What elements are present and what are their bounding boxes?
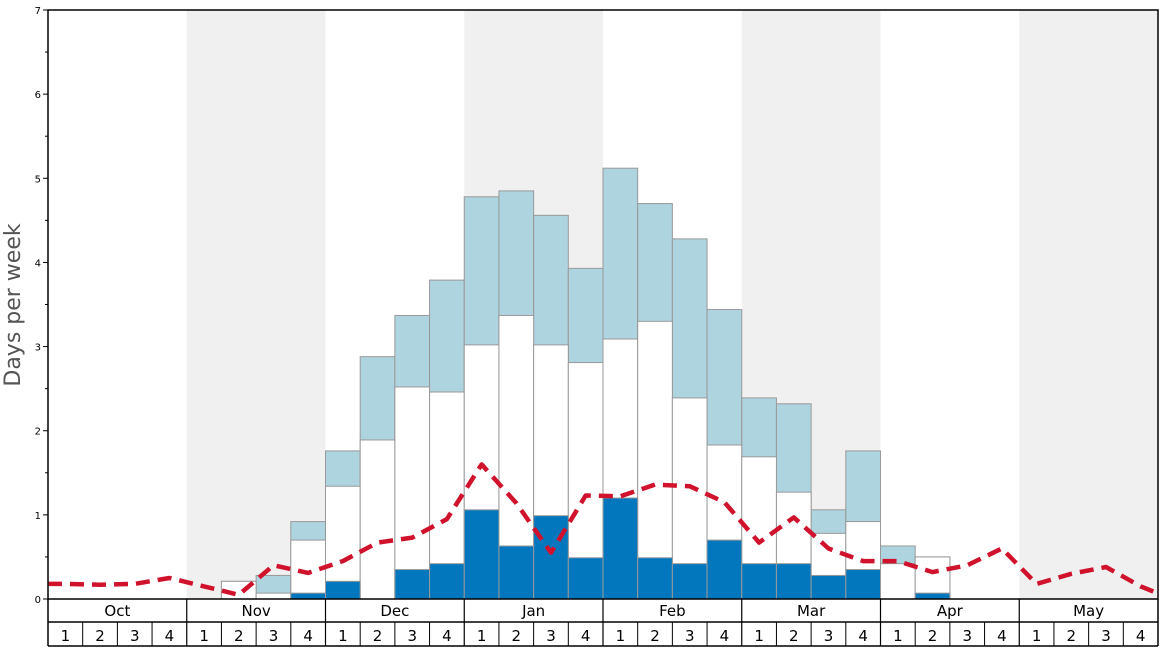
week-label: 1	[754, 627, 764, 645]
week-label: 2	[1067, 627, 1077, 645]
week-label: 1	[1032, 627, 1042, 645]
week-label: 2	[373, 627, 383, 645]
y-axis: 0 1 2 3 4 5 6 7	[35, 6, 48, 606]
week-label: 3	[130, 627, 140, 645]
week-label: 3	[1101, 627, 1111, 645]
bar-dark	[845, 569, 881, 600]
week-label: 2	[789, 627, 799, 645]
bar-mid	[325, 485, 361, 600]
x-axis: Oct 1 2 3 4 Nov 1 2 3 4 Dec 1 2 3 4 Jan 1 2 3 4 Feb 1 2 3 4 Mar 1 2…	[47, 599, 1159, 647]
series-line	[48, 462, 1159, 598]
y-tick-label: 7	[35, 6, 41, 17]
week-label: 1	[338, 627, 348, 645]
month-label: Feb	[659, 602, 686, 620]
bar-dark	[706, 539, 743, 600]
bar-dark	[325, 580, 361, 600]
week-label: 1	[616, 627, 626, 645]
bars	[220, 167, 951, 600]
week-label: 4	[303, 627, 313, 645]
week-label: 3	[546, 627, 556, 645]
month-label: Dec	[380, 602, 409, 620]
bar-dark	[394, 569, 431, 600]
bar-dark	[741, 563, 777, 600]
bar-dark	[914, 592, 951, 600]
bar-dark	[602, 497, 639, 600]
week-label: 4	[858, 627, 868, 645]
month-label: Apr	[937, 602, 964, 620]
month-label: Oct	[104, 602, 130, 620]
week-label: 3	[824, 627, 834, 645]
week-label: 3	[269, 627, 279, 645]
week-label: 3	[407, 627, 417, 645]
week-label: 3	[685, 627, 695, 645]
week-label: 4	[1136, 627, 1146, 645]
month-label: Nov	[241, 602, 270, 620]
y-tick-label: 5	[35, 174, 41, 185]
week-label: 2	[95, 627, 105, 645]
week-label: 1	[61, 627, 71, 645]
month-shade-nov	[186, 10, 326, 599]
bar-dark	[463, 509, 500, 600]
week-label: 2	[512, 627, 522, 645]
week-label: 4	[165, 627, 175, 645]
week-label: 1	[477, 627, 487, 645]
bar-mid	[255, 592, 292, 600]
week-label: 3	[962, 627, 972, 645]
week-label: 1	[199, 627, 209, 645]
bar-mid	[914, 556, 951, 600]
bar-dark	[567, 557, 604, 600]
bar-dark	[498, 545, 535, 600]
bar-mid	[359, 439, 396, 600]
bar-dark	[290, 592, 326, 600]
bar-dark	[671, 563, 708, 600]
y-tick-label: 1	[35, 511, 41, 522]
week-label: 4	[581, 627, 591, 645]
bar-dark	[775, 563, 812, 600]
bar-mid	[394, 386, 431, 600]
week-label: 2	[650, 627, 660, 645]
week-label: 2	[234, 627, 244, 645]
week-label: 2	[928, 627, 938, 645]
week-label: 4	[720, 627, 730, 645]
y-tick-label: 2	[35, 427, 41, 438]
bar-dark	[429, 563, 465, 600]
y-tick-label: 3	[35, 343, 41, 354]
week-label: 1	[893, 627, 903, 645]
month-label: Mar	[797, 602, 826, 620]
week-label: 4	[997, 627, 1007, 645]
week-label: 4	[442, 627, 452, 645]
y-tick-label: 6	[35, 90, 41, 101]
bar-dark	[533, 515, 569, 600]
bar-dark	[810, 574, 847, 600]
line-series	[48, 462, 1159, 598]
bar-mid	[637, 320, 673, 600]
bar-dark	[637, 557, 673, 600]
month-label: May	[1073, 602, 1104, 620]
y-tick-label: 4	[35, 258, 41, 269]
y-tick-label: 0	[35, 595, 41, 606]
bar-mid	[880, 563, 916, 600]
month-shade-may	[1019, 10, 1158, 599]
month-label: Jan	[521, 602, 545, 620]
y-axis-label: Days per week	[1, 223, 26, 386]
